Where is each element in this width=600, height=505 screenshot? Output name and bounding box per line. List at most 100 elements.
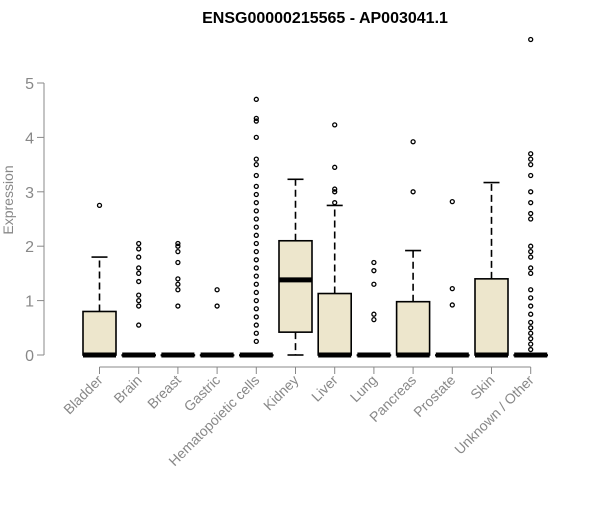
outlier-point	[332, 189, 338, 195]
outlier-point	[214, 287, 220, 293]
box-brain	[121, 240, 156, 358]
box-body	[82, 310, 117, 356]
outlier-point	[332, 200, 338, 206]
box-lung	[356, 259, 392, 358]
outlier-point	[136, 292, 142, 298]
box-liver	[317, 122, 353, 358]
box-pancreas	[395, 139, 431, 358]
outlier-point	[528, 172, 534, 179]
outlier-point	[528, 156, 534, 162]
outlier-point	[214, 303, 220, 309]
outlier-point	[528, 330, 534, 336]
outlier-point	[528, 200, 534, 206]
outlier-point	[528, 216, 534, 222]
x-tick-label: Prostate	[410, 372, 458, 420]
outlier-point	[528, 311, 534, 317]
y-tick-label: 3	[25, 185, 34, 202]
outlier-point	[253, 338, 259, 345]
outlier-point	[332, 186, 338, 192]
outlier-point	[175, 287, 181, 293]
x-tick-label: Kidney	[260, 372, 302, 414]
box-skin	[474, 181, 509, 358]
outlier-point	[253, 96, 259, 102]
outlier-point	[371, 281, 377, 287]
y-tick-label: 0	[25, 348, 34, 365]
outlier-point	[136, 246, 142, 252]
outlier-point	[253, 281, 259, 287]
outlier-point	[410, 189, 416, 195]
box-bladder	[82, 202, 117, 358]
box-body	[278, 239, 313, 333]
outlier-point	[449, 198, 455, 205]
outlier-point	[528, 265, 534, 271]
outlier-point	[136, 265, 142, 271]
outlier-point	[136, 278, 142, 285]
outlier-point	[253, 273, 259, 279]
outlier-point	[136, 322, 142, 328]
outlier-point	[253, 216, 259, 222]
outlier-point	[528, 319, 534, 326]
outlier-point	[253, 200, 259, 206]
outlier-point	[332, 122, 338, 128]
outlier-point	[528, 161, 534, 168]
outlier-point	[528, 295, 534, 301]
x-tick-label: Lung	[347, 372, 380, 405]
box-unknown-other	[513, 36, 549, 358]
outlier-point	[253, 118, 259, 124]
outlier-point	[136, 297, 142, 304]
outlier-point	[410, 139, 416, 145]
box-kidney	[278, 178, 313, 356]
box-body	[395, 300, 431, 356]
outlier-point	[253, 306, 259, 312]
outlier-point	[528, 248, 534, 255]
outlier-point	[449, 302, 455, 308]
outlier-point	[253, 208, 259, 214]
outlier-point	[253, 183, 259, 190]
y-tick-label: 1	[25, 294, 34, 311]
y-tick-label: 5	[25, 76, 34, 93]
box-body	[474, 278, 509, 356]
y-tick-label: 4	[25, 130, 34, 147]
outlier-point	[175, 243, 181, 249]
x-tick-label: Brain	[110, 372, 144, 406]
outlier-point	[371, 268, 377, 274]
outlier-point	[253, 240, 259, 247]
y-tick-label: 2	[25, 239, 34, 256]
x-tick-label: Skin	[467, 372, 498, 403]
outlier-point	[449, 285, 455, 292]
outlier-point	[136, 270, 142, 277]
outlier-point	[175, 281, 181, 287]
outlier-point	[136, 240, 142, 247]
outlier-point	[253, 232, 259, 238]
outlier-point	[253, 172, 259, 179]
box-gastric	[199, 287, 235, 358]
outlier-point	[332, 164, 338, 170]
outlier-point	[528, 243, 534, 249]
outlier-point	[528, 325, 534, 331]
outlier-point	[253, 191, 259, 198]
x-tick-label: Bladder	[60, 372, 106, 418]
outlier-point	[528, 287, 534, 293]
outlier-point	[253, 265, 259, 271]
outlier-point	[528, 151, 534, 157]
outlier-point	[175, 240, 181, 247]
outlier-point	[136, 303, 142, 309]
box-prostate	[434, 198, 470, 358]
outlier-point	[175, 303, 181, 309]
outlier-point	[175, 276, 181, 282]
outlier-point	[253, 257, 259, 263]
outlier-point	[253, 156, 259, 162]
outlier-point	[528, 254, 534, 260]
outlier-point	[253, 330, 259, 336]
outlier-point	[253, 314, 259, 320]
box-hematopoietic-cells	[239, 96, 274, 358]
outlier-point	[175, 259, 181, 266]
x-tick-label: Liver	[308, 372, 341, 405]
y-axis-label: Expression	[0, 165, 16, 234]
outlier-point	[371, 311, 377, 317]
box-body	[317, 292, 353, 356]
x-tick-label: Breast	[144, 372, 184, 412]
outlier-point	[528, 336, 534, 342]
